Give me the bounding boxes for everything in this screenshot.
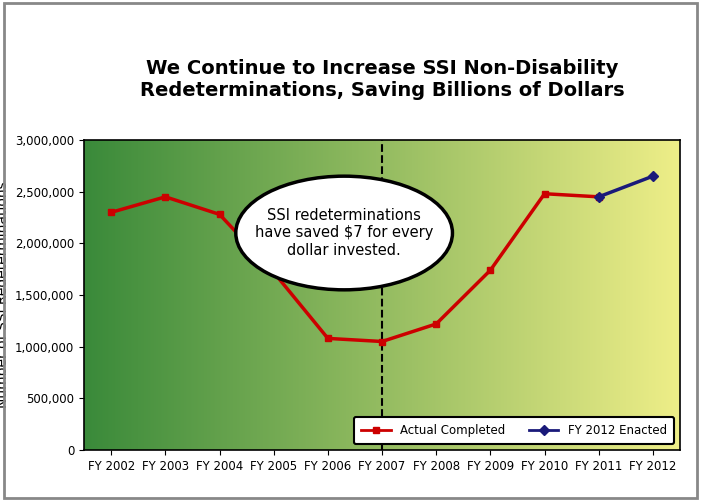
Text: We Continue to Increase SSI Non-Disability
Redeterminations, Saving Billions of : We Continue to Increase SSI Non-Disabili…	[139, 59, 625, 100]
Line: FY 2012 Enacted: FY 2012 Enacted	[595, 172, 656, 201]
Actual Completed	[215, 212, 224, 218]
Actual Completed	[540, 190, 549, 196]
Actual Completed	[161, 194, 170, 200]
Actual Completed	[594, 194, 603, 200]
Actual Completed	[107, 210, 116, 216]
Line: Actual Completed: Actual Completed	[108, 190, 602, 345]
Text: SSI redeterminations
have saved $7 for every
dollar invested.: SSI redeterminations have saved $7 for e…	[255, 208, 433, 258]
Actual Completed	[378, 338, 386, 344]
FY 2012 Enacted	[648, 173, 657, 179]
FY 2012 Enacted	[594, 194, 603, 200]
Actual Completed	[432, 321, 440, 327]
Actual Completed	[324, 336, 332, 342]
Actual Completed	[269, 270, 278, 276]
Ellipse shape	[236, 176, 452, 290]
Actual Completed	[486, 267, 495, 273]
Legend: Actual Completed, FY 2012 Enacted: Actual Completed, FY 2012 Enacted	[354, 417, 674, 444]
Y-axis label: Number of SSI Redeterminations: Number of SSI Redeterminations	[0, 182, 10, 408]
